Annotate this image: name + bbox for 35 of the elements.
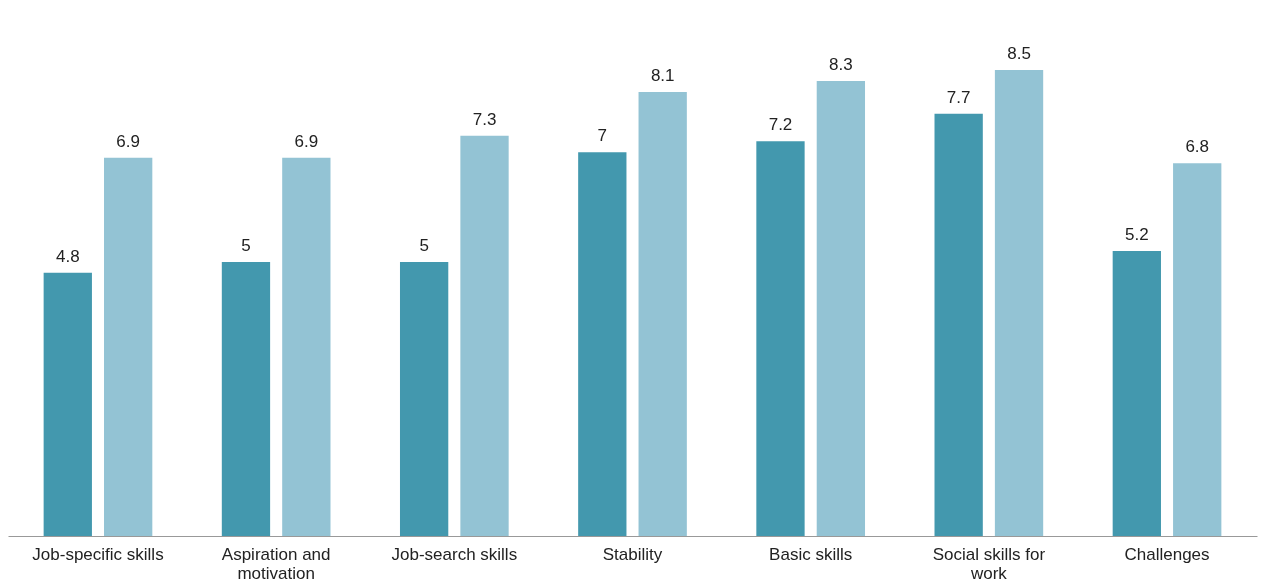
bar	[282, 157, 331, 536]
x-tick-label: Aspiration and motivation	[221, 544, 331, 583]
x-tick-label: Job-search skills	[391, 544, 518, 564]
data-label: 5	[419, 235, 429, 255]
data-label: 4.8	[55, 246, 80, 266]
bar	[221, 261, 271, 536]
data-label: 7.2	[768, 115, 793, 135]
data-label: 6.8	[1185, 137, 1210, 157]
bar	[638, 91, 687, 536]
x-tick-label: Stability	[602, 544, 663, 564]
x-tick-label: Social skills for work	[932, 544, 1046, 583]
data-label: 5	[241, 235, 251, 255]
x-tick-label: Basic skills	[769, 544, 853, 564]
data-label: 7	[597, 126, 608, 146]
data-label: 6.9	[116, 131, 140, 151]
bar	[816, 80, 866, 536]
data-label: 8.1	[650, 65, 675, 85]
bar	[756, 141, 805, 536]
x-tick-label: Challenges	[1124, 544, 1210, 564]
data-label: 8.3	[829, 54, 853, 74]
bar	[994, 70, 1044, 536]
data-label: 8.5	[1007, 44, 1031, 63]
data-label: 7.3	[472, 109, 497, 129]
data-label: 5.2	[1125, 224, 1149, 244]
bar	[1173, 163, 1222, 536]
bar	[399, 261, 449, 536]
bar	[104, 157, 153, 536]
bar	[460, 135, 509, 536]
bar	[934, 113, 983, 536]
bar	[578, 152, 627, 536]
bar	[43, 272, 92, 536]
x-tick-label: Job-specific skills	[32, 544, 164, 564]
bar	[1112, 250, 1161, 536]
data-label: 7.7	[946, 87, 971, 107]
data-label: 6.9	[294, 131, 319, 151]
